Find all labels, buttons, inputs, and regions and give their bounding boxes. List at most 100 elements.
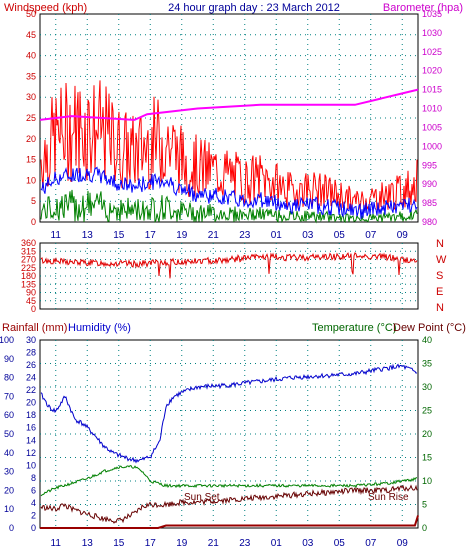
temperature-tick-label: 40: [422, 335, 432, 345]
rainfall-line: [40, 515, 419, 529]
x-tick-label: 21: [208, 538, 220, 549]
windspeed-tick-label: 10: [26, 175, 36, 185]
humidity-tick-label: 20: [4, 485, 14, 495]
x-tick-label: 09: [397, 230, 409, 241]
chart-marks: 0510152025303540455098098599099510001005…: [0, 9, 447, 549]
x-tick-label: 05: [334, 230, 346, 241]
barometer-tick-label: 995: [422, 160, 437, 170]
temperature-tick-label: 30: [422, 382, 432, 392]
rainfall-axis-title: Rainfall (mm): [2, 322, 67, 334]
rainfall-tick-label: 8: [31, 473, 36, 483]
humidity-tick-label: 100: [0, 335, 14, 345]
direction-tick-label: 135: [21, 279, 36, 289]
windspeed-axis-title: Windspeed (kph): [4, 2, 87, 14]
windspeed-tick-label: 25: [26, 113, 36, 123]
x-tick-label: 19: [176, 230, 188, 241]
barometer-tick-label: 1005: [422, 122, 442, 132]
barometer-tick-label: 990: [422, 179, 437, 189]
humidity-tick-label: 80: [4, 373, 14, 383]
direction-tick-label: 45: [26, 296, 36, 306]
windspeed-tick-label: 5: [31, 196, 36, 206]
barometer-tick-label: 985: [422, 198, 437, 208]
x-tick-label: 15: [113, 538, 125, 549]
temperature-tick-label: 0: [422, 523, 427, 533]
rainfall-tick-label: 2: [31, 510, 36, 520]
direction-tick-label: 0: [31, 304, 36, 314]
wind-direction-line: [40, 251, 418, 279]
x-tick-label: 05: [334, 538, 346, 549]
humidity-line: [40, 363, 418, 464]
humidity-tick-label: 10: [4, 504, 14, 514]
graph-title: 24 hour graph day : 23 March 2012: [168, 2, 340, 14]
wind-average-line: [40, 166, 418, 220]
wind-gust-line: [40, 80, 418, 212]
humidity-axis-title: Humidity (%): [68, 322, 131, 334]
barometer-tick-label: 1020: [422, 66, 442, 76]
rainfall-tick-label: 28: [26, 348, 36, 358]
compass-label: W: [436, 254, 447, 266]
windspeed-tick-label: 50: [26, 9, 36, 19]
x-tick-label: 13: [82, 538, 94, 549]
x-tick-label: 03: [302, 538, 314, 549]
humidity-tick-label: 90: [4, 354, 14, 364]
barometer-tick-label: 980: [422, 217, 437, 227]
compass-label: N: [436, 238, 444, 250]
windspeed-tick-label: 35: [26, 71, 36, 81]
x-tick-label: 21: [208, 230, 220, 241]
windspeed-tick-label: 15: [26, 155, 36, 165]
humidity-tick-label: 30: [4, 467, 14, 477]
windspeed-tick-label: 45: [26, 30, 36, 40]
windspeed-tick-label: 20: [26, 134, 36, 144]
humidity-tick-label: 0: [9, 523, 14, 533]
windspeed-tick-label: 0: [31, 217, 36, 227]
x-tick-label: 11: [51, 230, 62, 241]
barometer-tick-label: 1035: [422, 9, 442, 19]
dew-point-line: [40, 484, 418, 524]
temperature-tick-label: 20: [422, 429, 432, 439]
humidity-tick-label: 40: [4, 448, 14, 458]
barometer-axis-title: Barometer (hpa): [383, 2, 463, 14]
barometer-line: [39, 88, 419, 121]
barometer-tick-label: 1030: [422, 28, 442, 38]
direction-tick-label: 180: [21, 271, 36, 281]
temperature-tick-label: 10: [422, 476, 432, 486]
x-tick-label: 01: [271, 538, 283, 549]
x-tick-label: 01: [271, 230, 283, 241]
direction-tick-label: 225: [21, 263, 36, 273]
direction-tick-label: 315: [21, 246, 36, 256]
rainfall-tick-label: 22: [26, 385, 36, 395]
rainfall-tick-label: 4: [31, 498, 36, 508]
windspeed-tick-label: 40: [26, 51, 36, 61]
temperature-tick-label: 5: [422, 500, 427, 510]
rainfall-tick-label: 10: [26, 460, 36, 470]
temperature-line: [40, 465, 417, 497]
x-tick-label: 17: [145, 538, 157, 549]
dew-point-axis-title: Dew Point (°C): [393, 322, 466, 334]
barometer-tick-label: 1000: [422, 141, 442, 151]
temperature-tick-label: 15: [422, 453, 432, 463]
x-tick-label: 07: [365, 230, 377, 241]
rainfall-tick-label: 12: [26, 448, 36, 458]
sun-rise-annotation: Sun Rise: [368, 492, 409, 503]
x-tick-label: 13: [82, 230, 94, 241]
barometer-tick-label: 1025: [422, 47, 442, 57]
x-tick-label: 09: [397, 538, 409, 549]
compass-label: E: [436, 286, 443, 298]
direction-tick-label: 270: [21, 255, 36, 265]
x-tick-label: 19: [176, 538, 188, 549]
barometer-tick-label: 1015: [422, 85, 442, 95]
humidity-tick-label: 70: [4, 391, 14, 401]
x-tick-label: 17: [145, 230, 157, 241]
rainfall-tick-label: 14: [26, 435, 36, 445]
rainfall-tick-label: 26: [26, 360, 36, 370]
windspeed-tick-label: 30: [26, 92, 36, 102]
humidity-tick-label: 50: [4, 429, 14, 439]
rainfall-tick-label: 24: [26, 373, 36, 383]
x-tick-label: 07: [365, 538, 377, 549]
barometer-tick-label: 1010: [422, 104, 442, 114]
direction-tick-label: 90: [26, 288, 36, 298]
x-tick-label: 03: [302, 230, 314, 241]
